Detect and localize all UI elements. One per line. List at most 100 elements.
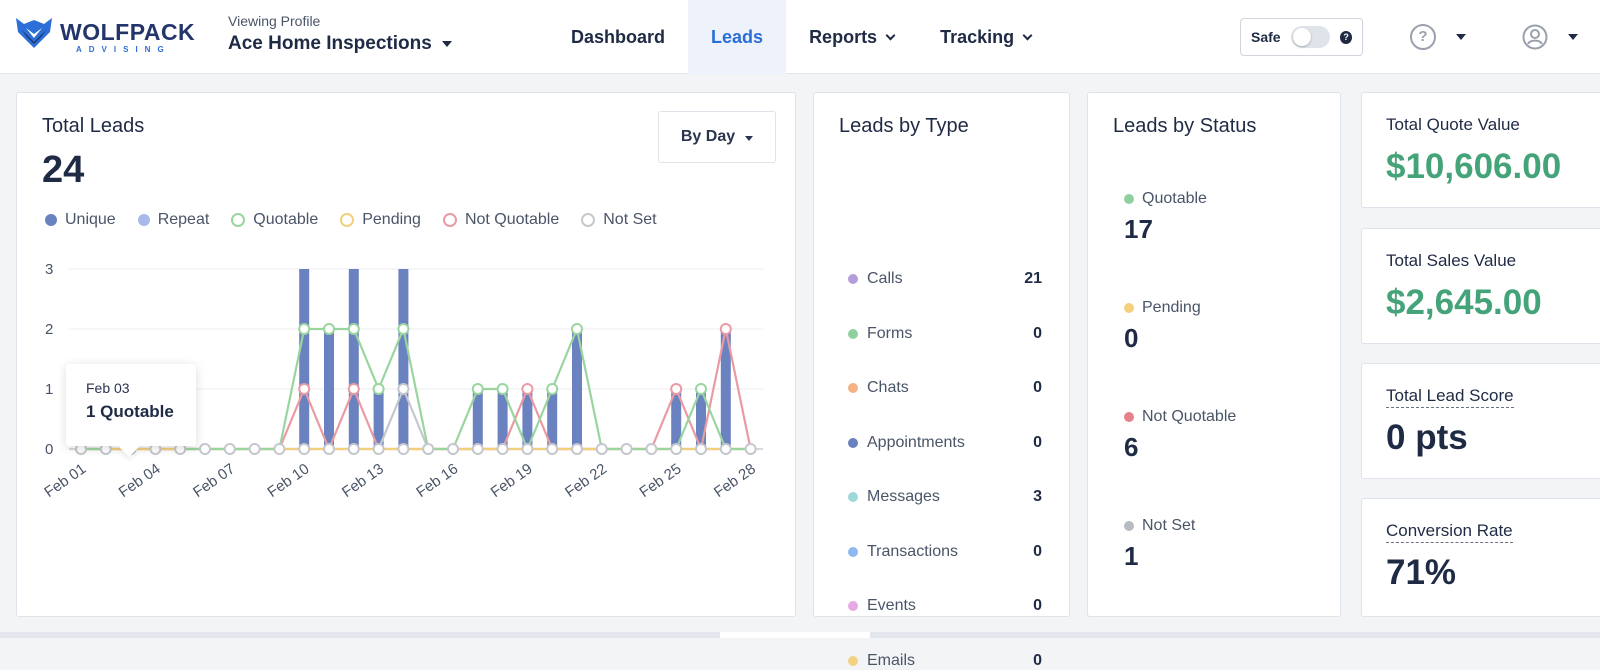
- main-nav: Dashboard Leads Reports Tracking: [548, 0, 1054, 74]
- viewing-profile-label: Viewing Profile: [228, 13, 321, 29]
- tooltip-date: Feb 03: [86, 380, 130, 396]
- lead-status-value: 0: [1124, 323, 1139, 353]
- lead-type-count: 3: [1033, 488, 1042, 505]
- user-menu[interactable]: [1522, 24, 1578, 50]
- nav-dashboard[interactable]: Dashboard: [548, 0, 688, 74]
- legend-ring-icon: [340, 213, 355, 227]
- bar-unique: [720, 329, 731, 449]
- lead-type-label: Calls: [867, 270, 903, 287]
- point-not-quotable: [521, 383, 534, 395]
- point-baseline: [273, 443, 286, 455]
- bottom-scrollbar[interactable]: [0, 632, 1600, 638]
- x-tick-label: Feb 28: [711, 460, 759, 501]
- point-baseline: [397, 443, 410, 455]
- bar-unique: [472, 389, 483, 449]
- point-baseline: [298, 443, 311, 455]
- nav-dashboard-label: Dashboard: [571, 26, 666, 47]
- lead-type-label: Messages: [867, 488, 940, 505]
- chart-tooltip: Feb 03 1 Quotable: [66, 364, 196, 446]
- lead-status-label: Pending: [1142, 299, 1201, 316]
- type-dot-icon: [848, 383, 858, 393]
- kpi-total-quote-value: Total Quote Value $10,606.00: [1361, 92, 1600, 208]
- kpi-label[interactable]: Total Lead Score: [1386, 386, 1514, 408]
- point-baseline: [521, 443, 534, 455]
- point-not-quotable: [298, 383, 311, 395]
- point-quotable: [347, 323, 360, 335]
- lead-status-item: Not Quotable 6: [1124, 408, 1236, 463]
- lead-type-label: Chats: [867, 379, 909, 396]
- lead-type-row: Chats 0: [848, 379, 1042, 397]
- nav-leads[interactable]: Leads: [688, 0, 787, 74]
- y-tick-label: 2: [45, 321, 53, 338]
- lead-type-row: Transactions 0: [848, 543, 1042, 561]
- nav-tracking[interactable]: Tracking: [917, 0, 1054, 74]
- legend-label: Not Set: [603, 211, 657, 228]
- lead-status-label-row: Quotable: [1124, 190, 1207, 208]
- point-baseline: [447, 443, 459, 455]
- status-dot-icon: [1124, 194, 1134, 204]
- legend-dot-icon: [137, 214, 150, 226]
- kpi-value: $2,645.00: [1386, 283, 1542, 322]
- nav-tracking-label: Tracking: [940, 26, 1015, 47]
- range-select[interactable]: By Day: [658, 111, 776, 163]
- point-not-set: [397, 383, 410, 395]
- kpi-value: $10,606.00: [1386, 147, 1562, 186]
- y-tick-label: 0: [45, 441, 53, 458]
- lead-status-item: Pending 0: [1124, 299, 1201, 354]
- point-baseline: [744, 443, 757, 455]
- point-quotable: [372, 383, 385, 395]
- point-quotable: [397, 323, 410, 335]
- legend-repeat[interactable]: Repeat: [137, 211, 209, 229]
- legend-label: Not Quotable: [464, 211, 560, 228]
- lead-status-value: 6: [1124, 432, 1139, 462]
- y-tick-label: 1: [45, 381, 53, 398]
- status-dot-icon: [1124, 303, 1134, 313]
- y-tick-label: 3: [45, 263, 53, 278]
- point-not-quotable: [670, 383, 683, 395]
- caret-down-icon: [745, 136, 754, 141]
- type-dot-icon: [848, 492, 858, 502]
- info-question-icon[interactable]: ?: [1340, 30, 1352, 44]
- lead-status-label: Not Set: [1142, 517, 1196, 534]
- bar-unique: [398, 269, 409, 449]
- leads-by-type-title: Leads by Type: [839, 115, 969, 137]
- type-dot-icon: [848, 655, 858, 666]
- legend-not-set[interactable]: Not Set: [581, 211, 657, 229]
- lead-type-label: Emails: [867, 651, 916, 669]
- lead-status-label-row: Pending: [1124, 299, 1201, 317]
- point-baseline: [620, 443, 633, 455]
- nav-reports[interactable]: Reports: [786, 0, 917, 74]
- point-quotable: [695, 383, 707, 395]
- lead-status-value: 17: [1124, 214, 1153, 244]
- kpi-label[interactable]: Conversion Rate: [1386, 521, 1513, 543]
- wolfpack-logo[interactable]: WOLFPACK ADVISING: [14, 14, 195, 58]
- lead-status-item: Not Set 1: [1124, 517, 1195, 572]
- chevron-down-icon: [885, 30, 896, 40]
- legend-pending[interactable]: Pending: [340, 211, 421, 229]
- x-tick-label: Feb 01: [41, 460, 89, 501]
- bar-unique: [572, 329, 582, 449]
- safe-toggle[interactable]: [1290, 26, 1331, 48]
- lead-type-label: Forms: [867, 324, 913, 342]
- nav-reports-label: Reports: [809, 26, 878, 47]
- point-quotable: [298, 323, 311, 335]
- bar-unique: [324, 329, 334, 449]
- point-quotable: [323, 323, 335, 335]
- safe-label: Safe: [1251, 29, 1281, 45]
- type-dot-icon: [848, 546, 858, 557]
- kpi-label: Total Sales Value: [1386, 251, 1517, 270]
- chart-legend: Unique Repeat Quotable Pending Not Quota…: [45, 211, 657, 229]
- point-quotable: [496, 383, 509, 395]
- legend-quotable[interactable]: Quotable: [231, 211, 318, 229]
- legend-not-quotable[interactable]: Not Quotable: [442, 211, 560, 229]
- legend-unique[interactable]: Unique: [45, 211, 116, 229]
- lead-type-label: Appointments: [867, 433, 965, 451]
- lead-type-count: 0: [1033, 379, 1042, 396]
- help-menu[interactable]: ?: [1410, 24, 1466, 50]
- point-baseline: [546, 443, 559, 455]
- profile-selector[interactable]: Ace Home Inspections: [228, 33, 452, 55]
- total-leads-title: Total Leads: [42, 115, 145, 137]
- safe-mode-control: Safe ?: [1240, 18, 1363, 56]
- chevron-down-icon: [1022, 30, 1033, 40]
- scroll-thumb[interactable]: [720, 632, 870, 638]
